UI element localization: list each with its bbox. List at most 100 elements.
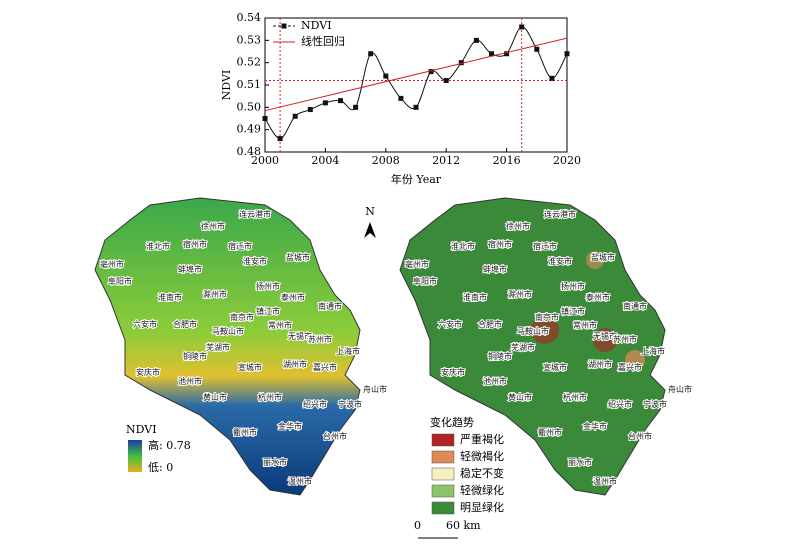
city-label: 马鞍山市 [212,326,244,336]
legend-label: 高: 0.78 [148,438,191,452]
city-label: 宿迁市 [533,241,557,251]
data-point [504,51,510,57]
map-region [399,197,666,496]
city-label: 温州市 [593,476,617,486]
city-label: 镇江市 [561,306,585,316]
brown-area [586,251,604,269]
city-label: 宣城市 [543,362,567,372]
city-label: 嘉兴市 [618,362,642,372]
scale-label: 60 km [446,519,481,532]
legend-swatch [431,501,455,515]
city-label: 宁波市 [643,399,667,409]
city-label: 常州市 [268,320,292,330]
city-label: 马鞍山市 [517,326,549,336]
legend-label: 轻微绿化 [460,483,504,497]
city-label: 池州市 [178,376,202,386]
city-label: 台州市 [323,431,347,441]
city-label: 衢州市 [233,427,257,437]
data-point [383,73,389,79]
city-label: 滁州市 [508,289,532,299]
city-label: 常州市 [573,320,597,330]
data-point [353,104,359,110]
data-point [564,51,570,57]
series-line [264,37,568,112]
legend-label: 严重褐化 [460,432,504,446]
data-point [277,136,283,142]
city-label: 连云港市 [544,209,576,219]
city-label: 铜陵市 [488,351,512,361]
data-point [428,69,434,75]
city-label: 绍兴市 [608,399,632,409]
city-label: 芜湖市 [511,342,535,352]
brown-area [531,316,559,344]
city-label: 泰州市 [586,292,610,302]
city-label: 台州市 [628,431,652,441]
city-label: 淮北市 [146,241,170,251]
city-label: 泰州市 [281,292,305,302]
x-tick-label: 2016 [493,154,521,167]
city-label: 宁波市 [338,399,362,409]
scale-label: 0 [414,519,421,532]
city-label: 六安市 [133,319,157,329]
north-arrow [364,222,376,238]
city-label: 金华市 [278,421,302,431]
city-label: 淮安市 [548,256,572,266]
city-label: 盐城市 [591,252,615,262]
brown-area [593,328,617,352]
data-point [489,51,494,57]
data-point [338,98,343,104]
city-label: 温州市 [288,476,312,486]
city-label: 舟山市 [668,384,692,394]
city-label: 南京市 [535,312,559,322]
city-label: 宿迁市 [228,241,252,251]
legend-label: 低: 0 [148,461,173,474]
x-tick-label: 2000 [251,154,279,167]
city-label: 嘉兴市 [313,362,337,372]
y-tick-label: 0.53 [237,33,262,46]
city-label: 金华市 [583,421,607,431]
city-label: 宣城市 [238,362,262,372]
y-tick-label: 0.54 [237,11,262,24]
legend-title: 变化趋势 [430,415,474,429]
city-label: 淮南市 [463,292,487,302]
legend-swatch [431,467,455,481]
city-label: 滁州市 [203,289,227,299]
city-label: 安庆市 [441,367,465,377]
y-tick-label: 0.49 [237,123,262,136]
data-point [262,116,268,121]
city-label: 丽水市 [263,457,287,467]
data-point [458,60,464,66]
city-label: 苏州市 [308,334,332,344]
city-label: 盐城市 [286,252,310,262]
legend-label: 稳定不变 [460,466,504,480]
city-label: 芜湖市 [206,342,230,352]
north-label: N [365,205,375,218]
city-label: 合肥市 [478,319,502,329]
city-label: 无锡市 [288,331,312,341]
y-tick-label: 0.51 [237,78,262,91]
city-label: 宿州市 [183,239,207,249]
legend-title: NDVI [126,423,157,436]
city-label: 黄山市 [203,392,227,402]
city-label: 阜阳市 [413,276,437,286]
city-label: 湖州市 [588,359,612,369]
city-label: 连云港市 [239,209,271,219]
city-label: 绍兴市 [303,399,327,409]
city-label: 黄山市 [508,392,532,402]
legend-label: 明显绿化 [460,500,504,514]
city-label: 杭州市 [258,392,282,402]
legend-label: NDVI [301,19,332,32]
city-label: 舟山市 [363,384,387,394]
data-point [534,46,540,52]
city-label: 阜阳市 [108,276,132,286]
city-label: 南通市 [318,301,342,311]
legend-label: 轻微褐化 [460,449,504,463]
y-tick-label: 0.52 [237,56,262,69]
legend-swatch [431,433,455,447]
legend-symbol [281,23,287,29]
x-tick-label: 2004 [311,154,339,167]
city-label: 徐州市 [506,221,530,231]
city-label: 淮南市 [158,292,182,302]
x-tick-label: 2020 [553,154,581,167]
data-point [292,113,298,119]
